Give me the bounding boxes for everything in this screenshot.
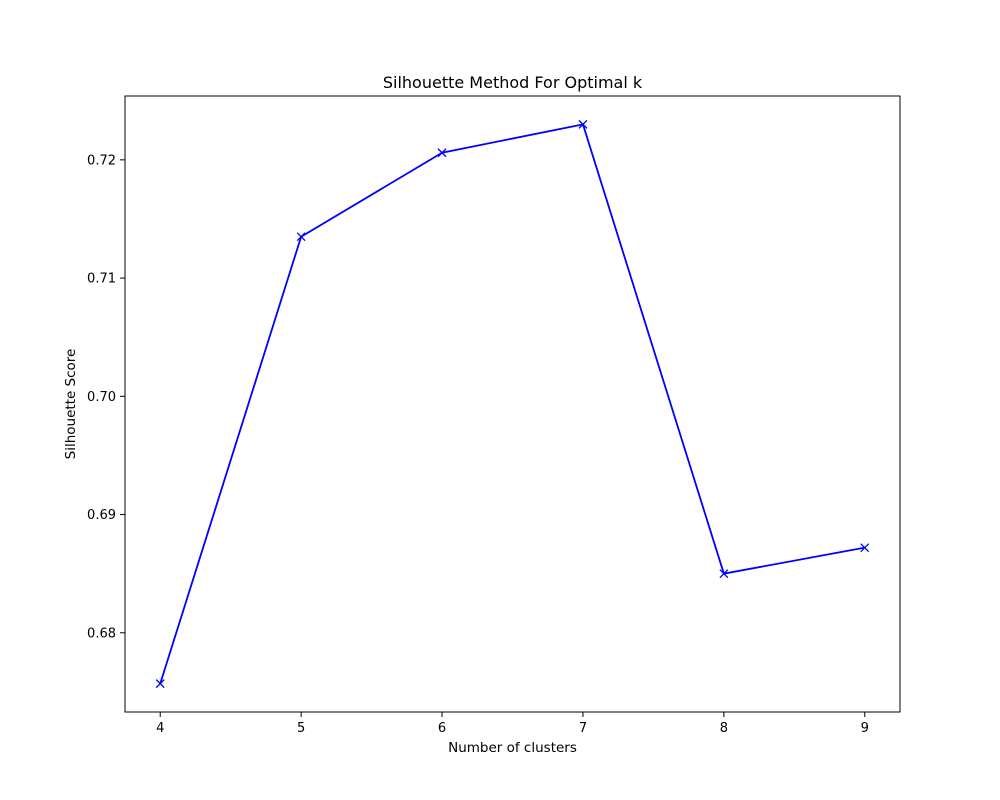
data-point-marker <box>296 232 306 242</box>
y-tick-label: 0.72 <box>87 153 116 168</box>
series-line <box>159 123 865 684</box>
y-tick-label: 0.71 <box>87 272 116 287</box>
x-tick-label: 4 <box>156 721 164 736</box>
x-axis-ticks: 4 5 6 7 8 9 <box>156 712 869 736</box>
x-tick-label: 8 <box>720 721 728 736</box>
x-tick-label: 6 <box>438 721 446 736</box>
data-point-marker <box>578 119 588 129</box>
x-axis-label: Number of clusters <box>448 740 577 756</box>
data-point-marker <box>437 148 447 158</box>
chart-title: Silhouette Method For Optimal k <box>383 73 643 92</box>
data-point-marker <box>155 679 165 689</box>
y-tick-label: 0.69 <box>87 508 116 523</box>
x-tick-label: 7 <box>579 721 587 736</box>
y-tick-label: 0.70 <box>87 390 116 405</box>
y-axis-ticks: 0.68 0.69 0.70 0.71 0.72 <box>87 153 125 641</box>
series-layer <box>155 119 870 689</box>
plot-area <box>124 95 901 713</box>
x-tick-label: 9 <box>861 721 869 736</box>
data-point-marker <box>719 569 729 579</box>
y-tick-label: 0.68 <box>87 626 116 641</box>
data-point-marker <box>860 543 870 553</box>
x-tick-label: 5 <box>297 721 305 736</box>
y-axis-label: Silhouette Score <box>63 349 79 460</box>
